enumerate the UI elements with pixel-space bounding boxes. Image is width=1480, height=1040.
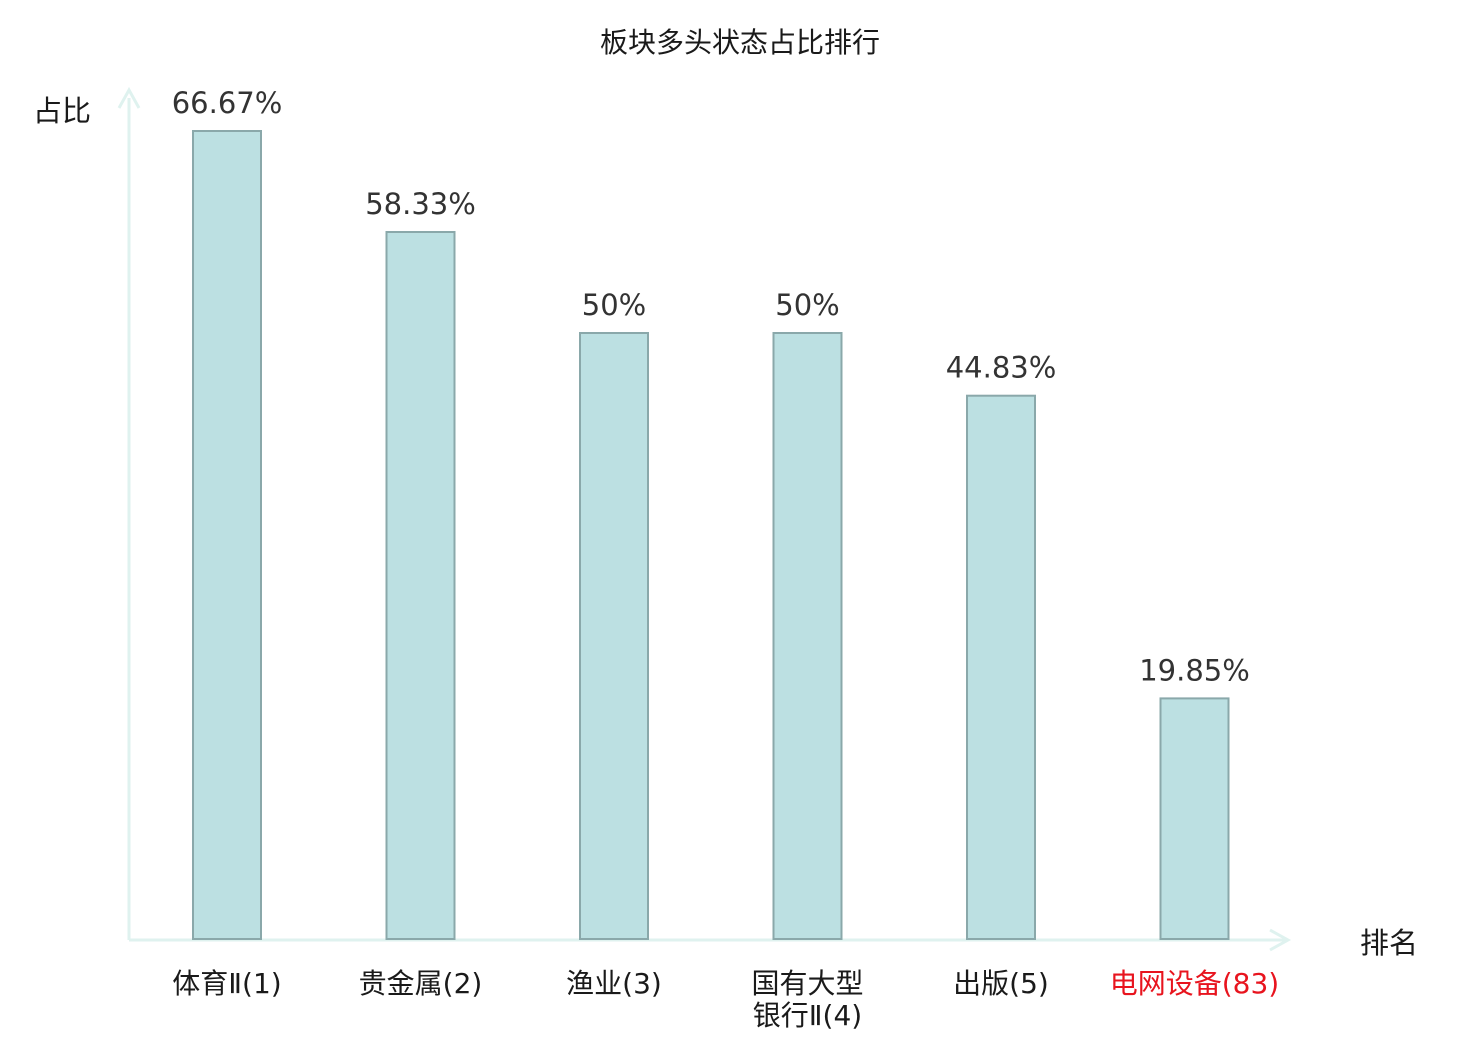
x-axis-arrow [1269, 928, 1292, 952]
chart-title: 板块多头状态占比排行 [600, 26, 880, 59]
category-label-1: 贵金属(2) [359, 967, 483, 1000]
value-labels-group: 66.67% 58.33% 50% 50% 44.83% 19.85% [172, 86, 1250, 687]
value-label-3: 50% [775, 288, 839, 322]
category-label-0: 体育Ⅱ(1) [172, 967, 281, 1000]
bar-5 [1159, 697, 1230, 941]
bar-4 [966, 394, 1036, 940]
x-axis-label: 排名 [1360, 926, 1418, 960]
value-label-5: 19.85% [1139, 653, 1250, 687]
value-label-0: 66.67% [172, 86, 283, 120]
bar-3 [772, 332, 843, 940]
category-label-3-line-1: 银行Ⅱ(4) [753, 999, 862, 1032]
y-axis-label: 占比 [33, 94, 91, 128]
y-axis-arrow [117, 86, 141, 109]
value-label-4: 44.83% [946, 351, 1057, 385]
value-label-1: 58.33% [365, 187, 476, 221]
bar-2 [579, 332, 649, 940]
category-label-2: 渔业(3) [566, 967, 662, 1000]
category-label-4: 出版(5) [953, 967, 1049, 1000]
category-label-5: 电网设备(83) [1110, 967, 1279, 1000]
category-label-3-line-0: 国有大型 [751, 967, 863, 1000]
bars-group [192, 130, 1230, 941]
value-label-2: 50% [582, 288, 646, 322]
bar-1 [385, 231, 456, 940]
bar-0 [192, 130, 262, 940]
